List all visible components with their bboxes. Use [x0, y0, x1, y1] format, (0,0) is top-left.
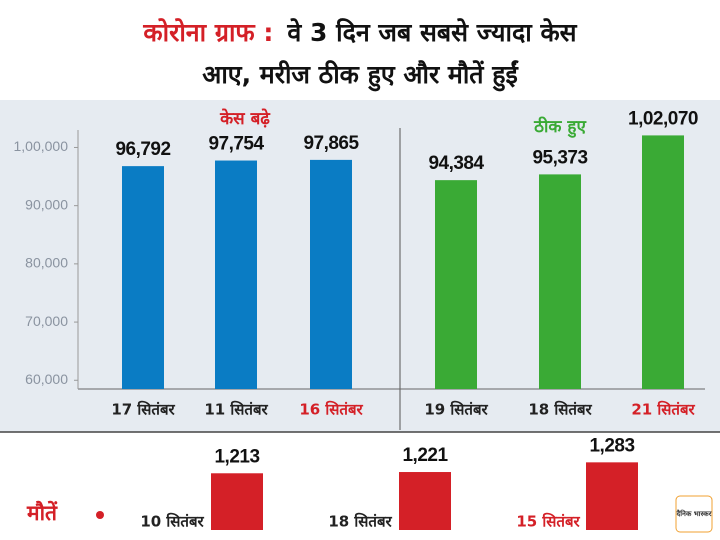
x-tick-label: 10 सितंबर	[140, 513, 204, 531]
x-tick-label: 21 सितंबर	[631, 401, 695, 419]
value-label: 94,384	[428, 153, 484, 174]
bar	[399, 472, 451, 530]
bar	[122, 166, 164, 389]
bar	[215, 160, 257, 389]
y-tick-label: 1,00,000	[14, 138, 69, 154]
bar	[642, 135, 684, 389]
y-tick-label: 80,000	[25, 255, 68, 271]
y-tick-label: 90,000	[25, 196, 68, 212]
logo: दैनिक भास्कर	[676, 509, 713, 518]
y-tick-label: 60,000	[25, 371, 68, 387]
bar	[435, 180, 477, 389]
title-line: कोरोना ग्राफ : वे 3 दिन जब सबसे ज्यादा के…	[142, 18, 577, 47]
y-tick-label: 70,000	[25, 313, 68, 329]
value-label: 1,221	[402, 445, 448, 466]
bar	[539, 174, 581, 389]
value-label: 1,283	[589, 435, 634, 456]
chart-title: मौतें	[26, 500, 58, 525]
title-text: वे 3 दिन जब सबसे ज्यादा केस	[286, 18, 577, 47]
bar	[211, 473, 263, 530]
panel-background	[0, 100, 720, 432]
bar	[586, 462, 638, 530]
x-tick-label: 17 सितंबर	[111, 401, 175, 419]
x-tick-label: 16 सितंबर	[299, 401, 363, 419]
chart-title: केस बढ़े	[219, 108, 271, 129]
value-label: 1,213	[214, 446, 259, 467]
value-label: 97,754	[208, 134, 264, 155]
value-label: 1,02,070	[628, 108, 698, 129]
x-tick-label: 11 सितंबर	[204, 401, 268, 419]
logo-box	[675, 495, 713, 533]
title-line: आए, मरीज ठीक हुए और मौतें हुईं	[202, 60, 519, 92]
title-label: कोरोना ग्राफ :	[142, 18, 273, 47]
value-label: 96,792	[115, 139, 170, 160]
bullet	[96, 511, 104, 519]
x-tick-label: 15 सितंबर	[516, 513, 580, 531]
x-tick-label: 18 सितंबर	[528, 401, 592, 419]
bar	[310, 159, 352, 389]
x-tick-label: 18 सितंबर	[328, 513, 392, 531]
x-tick-label: 19 सितंबर	[424, 401, 488, 419]
chart-title: ठीक हुए	[533, 116, 586, 138]
value-label: 97,865	[303, 133, 359, 154]
value-label: 95,373	[532, 147, 587, 168]
